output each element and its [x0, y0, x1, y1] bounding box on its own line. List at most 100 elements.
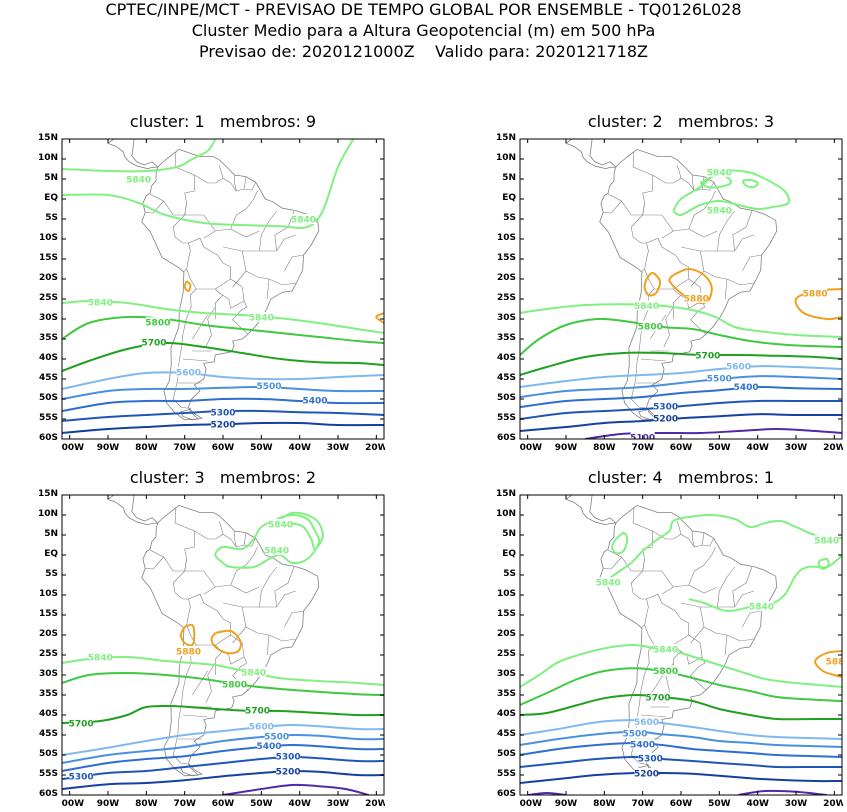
contour-label: 5500: [256, 382, 281, 392]
contour-label: 5200: [653, 415, 678, 425]
lon-tick-label: 80W: [593, 443, 616, 453]
contour-line-5500: [520, 732, 842, 747]
coastline: [566, 138, 616, 169]
lat-tick-label: 5S: [32, 568, 58, 580]
political-border: [223, 178, 256, 191]
lat-tick-label: 10N: [490, 508, 516, 520]
lat-tick-label: 10S: [32, 232, 58, 244]
header-line-1: CPTEC/INPE/MCT - PREVISAO DE TEMPO GLOBA…: [0, 1, 847, 19]
political-border: [652, 521, 681, 539]
political-border: [608, 152, 652, 215]
map-plot: 5840584058405840588058005700570056005500…: [61, 494, 385, 812]
contour-line-5840: [281, 513, 323, 549]
lat-tick-label: 30S: [32, 312, 58, 324]
map-plot: 5840584058405840588058005700560055005400…: [519, 494, 843, 812]
contour-label: 5840: [596, 579, 621, 589]
contour-label: 5840: [634, 302, 659, 312]
lon-tick-label: 50W: [708, 799, 731, 809]
political-border: [231, 229, 260, 237]
political-border: [275, 567, 294, 607]
political-border: [725, 635, 727, 655]
lat-tick-label: 30S: [490, 312, 516, 324]
contour-line-5200: [520, 414, 842, 431]
lat-tick-label: EQ: [32, 548, 58, 560]
contour-label: 5840: [291, 216, 316, 226]
lat-tick-label: 50S: [32, 392, 58, 404]
lat-tick-label: 60S: [490, 432, 516, 444]
lat-tick-label: 25S: [32, 292, 58, 304]
panel-title: cluster: 2 membros: 3: [520, 112, 842, 131]
contour-line-5800: [520, 319, 842, 355]
lon-tick-label: 100W: [519, 443, 542, 453]
lon-tick-label: 80W: [135, 799, 158, 809]
lat-tick-label: 15S: [32, 608, 58, 620]
lat-tick-label: 40S: [32, 708, 58, 720]
contour-label: 5880: [684, 294, 709, 304]
contour-label: 5700: [69, 720, 94, 730]
political-border: [204, 547, 258, 594]
political-border: [259, 567, 276, 607]
contour-line-5200: [520, 773, 842, 783]
contour-line-5400: [62, 745, 384, 771]
contour-line-5300: [520, 401, 842, 419]
political-border: [185, 571, 216, 587]
lat-tick-label: 55S: [32, 412, 58, 424]
political-border: [604, 201, 622, 213]
lat-tick-label: 25S: [32, 648, 58, 660]
contour-label: 5300: [276, 753, 301, 763]
lat-tick-label: 50S: [32, 748, 58, 760]
lon-tick-label: 80W: [135, 443, 158, 453]
lat-tick-label: 5S: [490, 568, 516, 580]
panel-title: cluster: 3 membros: 2: [62, 468, 384, 487]
contour-label: 5840: [88, 654, 113, 664]
political-border: [725, 279, 727, 299]
lat-tick-label: 60S: [32, 432, 58, 444]
lat-tick-label: 40S: [32, 352, 58, 364]
political-border: [284, 255, 303, 271]
lat-tick-label: 5N: [490, 528, 516, 540]
contour-label: 5800: [145, 319, 170, 329]
lat-tick-label: 20S: [32, 628, 58, 640]
lon-tick-label: 100W: [519, 799, 542, 809]
coastline: [181, 409, 202, 419]
lat-tick-label: 55S: [490, 768, 516, 780]
lat-tick-label: 15S: [32, 252, 58, 264]
lat-tick-label: 25S: [490, 292, 516, 304]
lon-tick-label: 20W: [365, 443, 385, 453]
lon-tick-label: 100W: [61, 799, 84, 809]
contour-line-5300: [520, 757, 842, 767]
lon-tick-label: 40W: [288, 443, 311, 453]
lon-tick-label: 90W: [555, 799, 578, 809]
lat-tick-label: EQ: [490, 548, 516, 560]
contour-label: 5700: [245, 707, 270, 717]
lon-tick-label: 50W: [250, 799, 273, 809]
lon-tick-label: 70W: [173, 443, 196, 453]
lat-tick-label: 10N: [32, 152, 58, 164]
contour-label: 5600: [634, 718, 659, 728]
header-line-3: Previsao de: 2020121000Z Valido para: 20…: [0, 43, 847, 61]
political-border: [691, 627, 704, 643]
contour-line-5880: [376, 313, 384, 323]
contour-label: 5600: [726, 362, 751, 372]
lat-tick-label: 10N: [490, 152, 516, 164]
lat-tick-label: 30S: [490, 668, 516, 680]
political-border: [742, 611, 761, 627]
contour-label: 5840: [264, 546, 289, 556]
lat-tick-label: 5N: [490, 172, 516, 184]
contour-line-5880: [212, 631, 241, 654]
contour-line-5700: [520, 353, 842, 375]
panel-title: cluster: 4 membros: 1: [520, 468, 842, 487]
lat-tick-label: 10N: [32, 508, 58, 520]
lat-tick-label: 5S: [490, 212, 516, 224]
political-border: [173, 203, 190, 272]
lon-tick-label: 60W: [212, 443, 235, 453]
contour-label: 5300: [69, 773, 94, 783]
political-border: [183, 359, 208, 361]
political-border: [183, 715, 208, 717]
lat-tick-label: 45S: [32, 372, 58, 384]
contour-label: 5840: [814, 536, 839, 546]
lon-tick-label: 50W: [708, 443, 731, 453]
contour-line-5840: [520, 304, 842, 337]
contour-label: 5840: [241, 668, 266, 678]
